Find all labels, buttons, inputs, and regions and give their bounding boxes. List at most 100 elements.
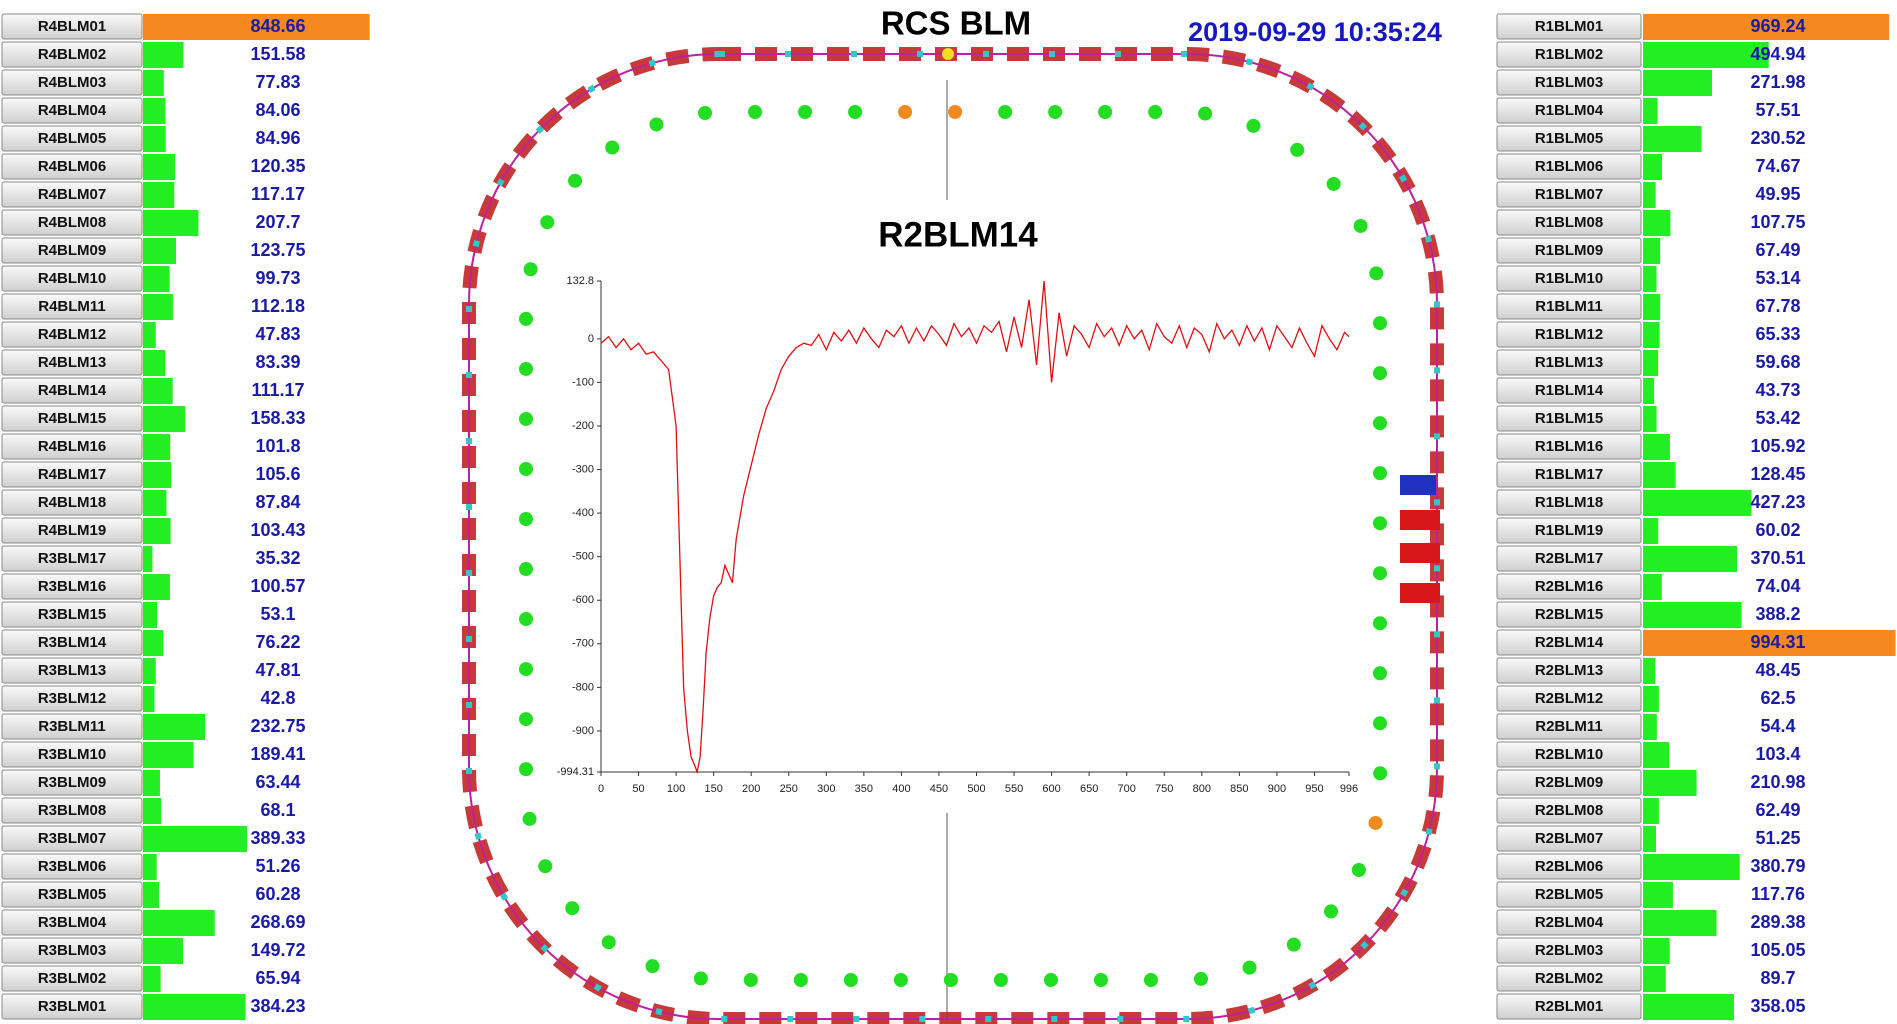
x-tick-label: 750 — [1155, 783, 1173, 795]
blm-value: 370.51 — [1750, 548, 1805, 568]
bar — [1643, 798, 1659, 824]
blm-value: 99.73 — [255, 268, 300, 288]
blm-value: 60.02 — [1755, 520, 1800, 540]
label-box — [1496, 657, 1642, 684]
blm-dot — [1368, 815, 1383, 830]
blm-name: R1BLM12 — [1535, 326, 1603, 343]
bar — [143, 126, 166, 152]
label-box — [1, 769, 143, 796]
blm-value: 101.8 — [255, 436, 300, 456]
label-box — [1, 69, 143, 96]
blm-name: R1BLM04 — [1535, 102, 1604, 119]
label-box — [1, 489, 143, 516]
label-box — [1, 825, 143, 852]
blm-value: 207.7 — [255, 212, 300, 232]
bar — [143, 714, 206, 740]
blm-dot — [1246, 118, 1261, 133]
blm-name: R3BLM17 — [38, 550, 106, 567]
blm-value: 87.84 — [255, 492, 300, 512]
blm-name: R1BLM17 — [1535, 466, 1603, 483]
label-box — [1, 545, 143, 572]
blm-dot — [943, 973, 958, 987]
blm-dot — [1326, 176, 1341, 191]
label-box — [1496, 405, 1642, 432]
blm-dot — [519, 311, 533, 326]
x-tick-label: 500 — [967, 783, 985, 795]
blm-name: R1BLM08 — [1535, 214, 1603, 231]
blm-dot — [893, 973, 908, 987]
label-box — [1496, 433, 1642, 460]
bar — [143, 602, 158, 628]
bar — [143, 42, 184, 68]
label-box — [1, 601, 143, 628]
bar — [1643, 686, 1659, 712]
blm-dot — [1242, 960, 1257, 975]
blm-name: R2BLM02 — [1535, 970, 1603, 987]
blm-name: R1BLM14 — [1535, 382, 1604, 399]
blm-value: 289.38 — [1750, 912, 1805, 932]
blm-name: R4BLM14 — [38, 382, 107, 399]
blm-dot — [601, 935, 616, 950]
bar — [1643, 350, 1659, 376]
label-box — [1496, 545, 1642, 572]
bar — [1643, 98, 1658, 124]
blm-name: R2BLM06 — [1535, 858, 1603, 875]
blm-value: 53.14 — [1755, 268, 1800, 288]
blm-value: 62.49 — [1755, 800, 1800, 820]
bar — [143, 966, 161, 992]
blm-dot — [898, 105, 913, 119]
timestamp: 2019-09-29 10:35:24 — [1188, 17, 1442, 47]
bar — [143, 798, 162, 824]
bar — [143, 882, 160, 908]
blm-dot — [1043, 973, 1058, 987]
y-tick-label: -600 — [572, 594, 594, 606]
blm-name: R4BLM12 — [38, 326, 106, 343]
ring-device — [1400, 543, 1440, 563]
blm-name: R3BLM12 — [38, 690, 106, 707]
x-tick-label: 400 — [892, 783, 910, 795]
blm-dot — [1369, 266, 1384, 281]
label-box — [1, 125, 143, 152]
blm-dot — [523, 262, 538, 277]
bar — [1643, 126, 1702, 152]
label-box — [1496, 13, 1642, 40]
blm-value: 77.83 — [255, 72, 300, 92]
label-box — [1, 237, 143, 264]
label-box — [1496, 517, 1642, 544]
x-tick-label: 50 — [632, 783, 644, 795]
blm-name: R2BLM17 — [1535, 550, 1603, 567]
bar — [143, 322, 156, 348]
label-box — [1, 629, 143, 656]
label-box — [1, 265, 143, 292]
blm-name: R2BLM08 — [1535, 802, 1603, 819]
y-tick-label: -700 — [572, 638, 594, 650]
blm-name: R1BLM16 — [1535, 438, 1603, 455]
y-tick-label: -300 — [572, 463, 594, 475]
blm-name: R2BLM16 — [1535, 578, 1603, 595]
blm-name: R2BLM07 — [1535, 830, 1603, 847]
plot-area — [601, 281, 1349, 772]
blm-value: 84.96 — [255, 128, 300, 148]
bar — [1643, 770, 1697, 796]
blm-name: R1BLM05 — [1535, 130, 1603, 147]
blm-value: 51.26 — [255, 856, 300, 876]
blm-name: R3BLM07 — [38, 830, 106, 847]
blm-dot — [1372, 416, 1387, 431]
bar — [1643, 294, 1661, 320]
bar — [1643, 266, 1657, 292]
blm-value: 112.18 — [251, 296, 305, 316]
bar — [143, 994, 246, 1020]
blm-value: 47.81 — [255, 660, 300, 680]
blm-name: R4BLM13 — [38, 354, 106, 371]
blm-name: R1BLM09 — [1535, 242, 1603, 259]
blm-value: 54.4 — [1760, 716, 1795, 736]
blm-name: R2BLM10 — [1535, 746, 1603, 763]
bar — [143, 182, 175, 208]
blm-name: R3BLM09 — [38, 774, 106, 791]
blm-value: 48.45 — [1755, 660, 1800, 680]
label-box — [1496, 489, 1642, 516]
bar — [1643, 518, 1659, 544]
blm-dot — [1372, 566, 1387, 581]
label-box — [1, 321, 143, 348]
bar — [1643, 210, 1671, 236]
